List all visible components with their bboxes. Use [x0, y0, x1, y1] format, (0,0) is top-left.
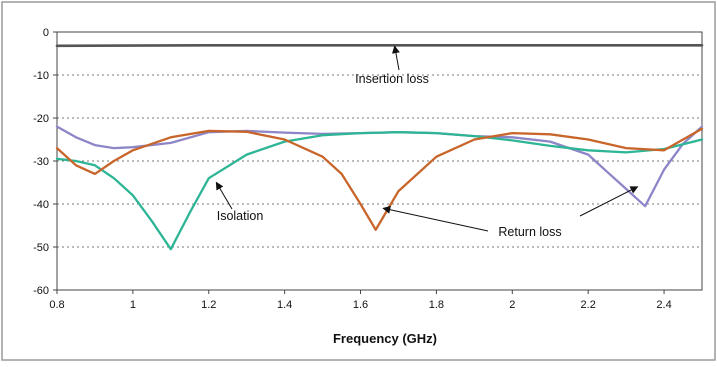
annotation-label: Return loss — [498, 225, 561, 239]
x-tick-label: 2.4 — [656, 299, 671, 311]
annotation-arrow — [215, 181, 233, 210]
y-tick-label: -20 — [33, 113, 49, 125]
x-tick-label: 1.6 — [353, 299, 368, 311]
x-axis-title: Frequency (GHz) — [333, 331, 437, 346]
axis-layer: 0 -10 -20 -30 -40 -50 -600.8 1 1.2 1.4 1.6 1.8 2 2.2 2… — [33, 27, 672, 311]
series-line-1 — [55, 44, 704, 48]
series-line-4 — [55, 127, 704, 231]
y-tick-label: 0 — [43, 27, 49, 39]
annotation-arrow — [391, 45, 400, 71]
y-tick-label: -30 — [33, 156, 49, 168]
x-tick-label: 1 — [130, 299, 136, 311]
x-tick-label: 1.8 — [429, 299, 444, 311]
annotation-label: Insertion loss — [355, 72, 429, 86]
y-tick-label: -40 — [33, 199, 49, 211]
annotation-label: Isolation — [217, 209, 264, 223]
series-layer — [55, 44, 704, 251]
x-tick-label: 0.8 — [49, 299, 64, 311]
y-tick-label: -50 — [33, 242, 49, 254]
annotation-arrow — [579, 186, 639, 217]
annotation-arrow — [382, 205, 489, 232]
y-tick-label: -60 — [33, 285, 49, 297]
x-tick-label: 1.4 — [277, 299, 292, 311]
x-tick-label: 2.2 — [581, 299, 596, 311]
x-tick-label: 1.2 — [201, 299, 216, 311]
figure-border — [1, 1, 716, 361]
y-tick-label: -10 — [33, 70, 49, 82]
series-line-3 — [55, 131, 704, 251]
annotation-layer: Insertion loss Isolation Return loss — [215, 45, 639, 239]
x-tick-label: 2 — [509, 299, 515, 311]
